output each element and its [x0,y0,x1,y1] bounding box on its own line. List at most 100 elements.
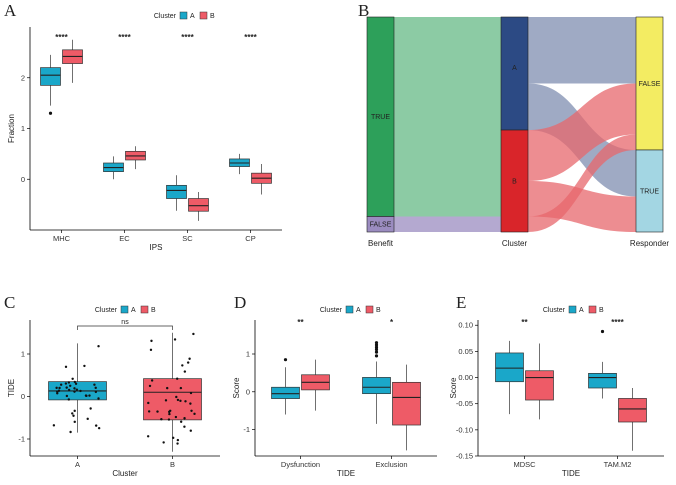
y-tick-label: -0.05 [456,399,473,408]
outlier-point [374,343,379,347]
jitter-point [52,424,56,427]
significance-label: ** [297,318,304,327]
y-tick-label: 0 [21,392,25,401]
legend-key-a [120,305,129,314]
legend-label-a: A [190,13,195,20]
alluvial-flow [528,134,636,232]
jitter-point [179,399,182,403]
jitter-point [184,400,187,403]
jitter-point [186,361,190,364]
legend-key-a [568,305,577,314]
box-tam-m2-b [618,398,647,423]
jitter-point [193,412,196,416]
node-cluster-b [500,129,529,233]
x-axis-title: Cluster [112,469,138,478]
jitter-point [192,332,195,336]
y-tick-label: -1 [243,425,250,434]
significance-label: **** [611,318,624,327]
legend-key-b [588,305,597,314]
jitter-point [75,388,79,391]
alluvial-flow [394,130,501,182]
box-tam-m2-a [588,373,617,389]
significance-label: * [390,318,394,327]
jitter-point [94,390,98,394]
jitter-point [68,384,72,387]
box-sc-b [188,198,209,212]
jitter-point [148,384,152,388]
box-mdsc-b [525,370,554,401]
y-tick-label: 0.10 [458,321,473,330]
jitter-point [86,417,89,421]
outlier-point [374,354,379,358]
box-mdsc-a [495,352,524,383]
jitter-point [97,426,101,430]
jitter-point [64,382,68,385]
significance-label: ** [521,318,528,327]
x-tick-label: Exclusion [375,460,407,469]
legend-title: Cluster [95,307,118,314]
x-tick-label: B [170,460,175,469]
y-axis-title: Score [449,377,458,398]
outlier-point [48,111,53,115]
jitter-point [176,398,180,402]
jitter-point [57,389,61,392]
box-exclusion-b [392,381,421,426]
legend-key-b [199,11,208,20]
legend-title: Cluster [320,307,343,314]
jitter-point [69,430,72,434]
jitter-point [65,394,69,398]
jitter-point [175,377,179,380]
jitter-point [190,409,193,413]
legend-label-a: A [579,307,584,314]
jitter-point [79,389,82,393]
jitter-point [176,438,180,442]
jitter-point [65,386,68,389]
panel-e-boxplot: -0.15 -0.10 -0.05 0.00 0.05 0.10 TIDE Score Clus… [449,305,664,478]
jitter-point [55,386,58,390]
significance-label: **** [181,33,194,42]
jitter-point [71,412,74,415]
alluvial-flow [528,17,636,84]
axis-label-benefit: Benefit [368,239,394,248]
alluvial-flow [394,181,501,217]
significance-label: **** [118,33,131,42]
x-tick-label: TAM.M2 [604,460,632,469]
x-tick-label: SC [182,234,193,243]
jitter-point [173,338,177,341]
jitter-point [189,429,192,432]
axis-label-cluster: Cluster [502,239,528,248]
jitter-point [183,417,186,420]
legend-label-b: B [210,13,215,20]
jitter-point [146,435,150,438]
x-axis-title: IPS [150,243,163,252]
x-axis-title: TIDE [337,469,355,478]
jitter-point [166,386,169,390]
panel-a-boxplot: 0 1 2 IPS Fraction Cluster A B MHC **** EC **** SC **… [7,11,282,252]
jitter-point [97,397,100,400]
alluvial-flow [394,17,501,84]
outlier-point [374,347,379,352]
jitter-point [176,442,179,445]
jitter-point [72,414,75,417]
y-tick-label: 1 [21,350,25,359]
jitter-point [67,381,71,384]
jitter-point [73,387,76,390]
legend-title: Cluster [154,13,177,20]
outlier-point [374,341,379,345]
jitter-point [189,402,192,405]
significance-bracket [77,325,173,330]
panel-c-boxplot: -1 0 1 Cluster TIDE Cluster A B A Bns [7,305,220,478]
jitter-point [64,365,68,369]
jitter-point [181,364,184,367]
jitter-point [147,410,151,413]
alluvial-flow [528,83,636,182]
jitter-point [164,399,168,402]
y-axis-title: TIDE [7,379,16,397]
jitter-point [74,382,78,385]
jitter-point [175,395,178,399]
jitter-point [83,364,86,368]
box-b-b [143,378,202,421]
jitter-point [73,390,76,393]
jitter-point [183,425,186,428]
